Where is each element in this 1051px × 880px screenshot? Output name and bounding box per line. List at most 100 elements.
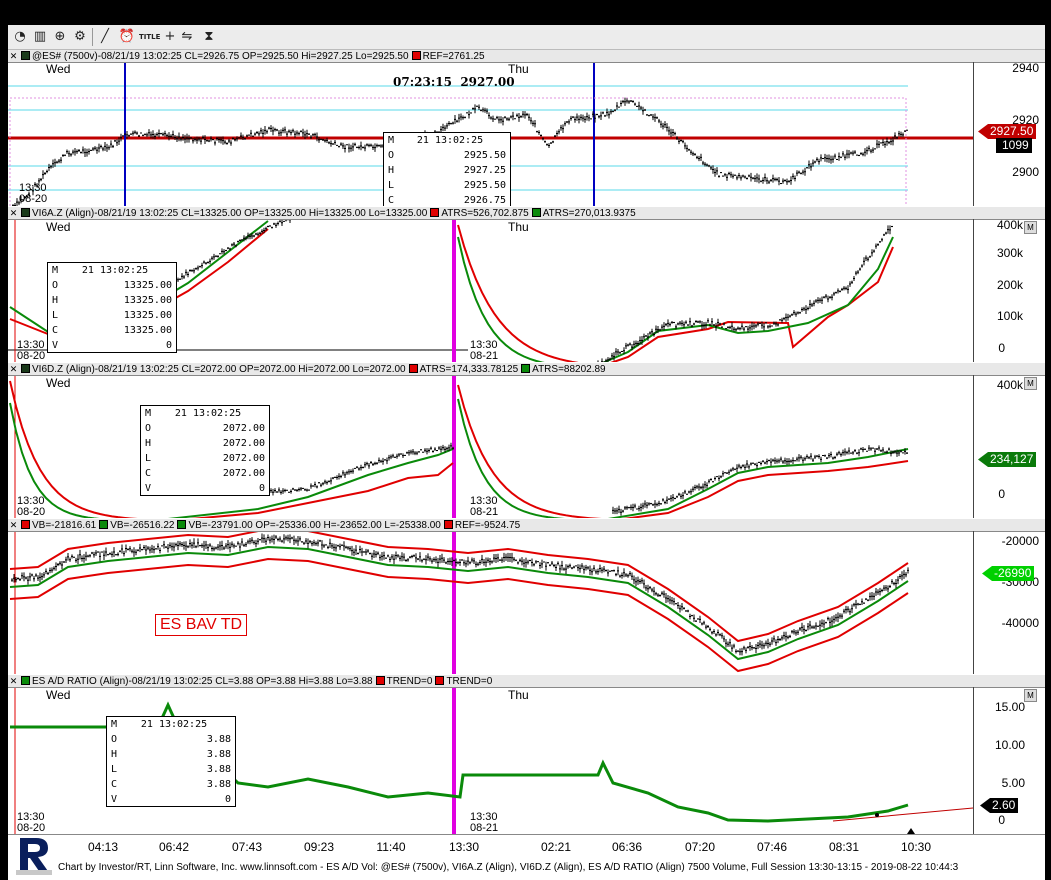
ohlc-time: 21 13:02:25	[174, 408, 242, 419]
session-date: 08-20	[17, 350, 46, 362]
last-value-tag: 2.60	[980, 798, 1019, 813]
pane-ad-ratio[interactable]: ✕ ES A/D RATIO (Align)-08/21/19 13:02:25 …	[8, 675, 1045, 834]
session-time: 13:30	[17, 811, 45, 823]
session-date: 08-21	[470, 506, 499, 518]
menu-button[interactable]: M	[1024, 377, 1037, 390]
ohlc-key: O	[145, 423, 152, 434]
ohlc-key: H	[52, 295, 59, 306]
pane-header: ✕ VI6A.Z (Align)-08/21/19 13:02:25 CL=133…	[8, 207, 1045, 220]
pane-es-bav[interactable]: ✕ VB=-21816.61 VB=-26516.22 VB=-23791.00 OP…	[8, 519, 1045, 674]
time-axis[interactable]: 04:13 06:42 07:43 09:23 11:40 13:30 02:2…	[8, 834, 1045, 859]
series-title: @ES# (7500v)-08/21/19 13:02:25 CL=2926.7…	[32, 51, 409, 62]
session-date: 08-20	[17, 506, 46, 518]
toolbar-divider	[92, 28, 93, 46]
ohlc-time: 21 13:02:25	[81, 265, 149, 276]
y-tick: 2940	[1012, 61, 1039, 75]
y-tick: 300k	[996, 246, 1023, 260]
session-time: 13:30	[470, 811, 498, 823]
ohlc-value: 13325.00	[123, 310, 172, 321]
ref-value: REF=-9524.75	[454, 520, 521, 531]
template-icon[interactable]: ⇋	[181, 29, 193, 44]
y-axis	[973, 531, 974, 674]
candlestick-icon[interactable]: ▥	[33, 29, 47, 44]
session-time: 13:30	[17, 339, 45, 351]
ohlc-key: C	[52, 325, 59, 336]
close-pane-icon[interactable]: ✕	[9, 676, 18, 686]
crosshair-icon[interactable]: +	[164, 29, 176, 44]
trend-line	[832, 807, 974, 822]
menu-button[interactable]: M	[1024, 689, 1037, 702]
vb-green-swatch	[99, 520, 109, 529]
linn-software-logo	[16, 838, 52, 875]
y-tick: 400k	[996, 218, 1023, 232]
session-start-date: 08-20	[19, 193, 48, 205]
atrs-red-decay	[9, 380, 138, 518]
pane-es-price[interactable]: ✕ @ES# (7500v)-08/21/19 13:02:25 CL=2926.…	[8, 50, 1045, 206]
trend-point	[875, 813, 879, 817]
atrs-value: ATRS=526,702.875	[441, 208, 529, 219]
atrs-green-line	[602, 236, 894, 362]
series-title: VI6A.Z (Align)-08/21/19 13:02:25 CL=1332…	[32, 208, 428, 219]
ohlc-value: 2072.00	[222, 438, 265, 449]
title-icon[interactable]: TITLE	[139, 33, 161, 41]
y-tick: 2920	[1012, 113, 1039, 127]
ohlc-m: M	[145, 408, 152, 419]
session-date: 08-21	[470, 822, 499, 834]
ohlc-key: L	[52, 310, 59, 321]
atrs-green-swatch	[521, 364, 531, 373]
atrs-red-decay	[457, 224, 579, 362]
ohlc-key: L	[145, 453, 152, 464]
ohlc-popup: M 21 13:02:25 O 13325.00 H 13325.00 L 13325.…	[47, 262, 177, 353]
series-swatch	[21, 51, 30, 60]
x-tick: 11:40	[376, 840, 406, 854]
series-title: VI6D.Z (Align)-08/21/19 13:02:25 CL=2072…	[32, 364, 406, 375]
y-tick: -20000	[1001, 534, 1039, 548]
ohlc-key: V	[111, 794, 118, 805]
ohlc-value: 13325.00	[123, 295, 172, 306]
series-swatch	[21, 676, 30, 685]
ohlc-key: V	[145, 483, 152, 494]
atrs-value: ATRS=270,013.9375	[542, 208, 636, 219]
vb-green-swatch	[177, 520, 187, 529]
ohlc-popup: M 21 13:02:25 O 2925.50 H 2927.25 L 2925.50 …	[383, 132, 511, 206]
atrs-green-line	[167, 448, 454, 518]
ohlc-time: 21 13:02:25	[140, 719, 208, 730]
pane-vi6a[interactable]: ✕ VI6A.Z (Align)-08/21/19 13:02:25 CL=133…	[8, 207, 1045, 362]
hourglass-icon[interactable]: ⧗	[204, 29, 214, 44]
atrs-red-line	[610, 246, 894, 362]
close-pane-icon[interactable]: ✕	[9, 208, 18, 218]
y-tick: 100k	[996, 309, 1023, 323]
pane-vi6d[interactable]: ✕ VI6D.Z (Align)-08/21/19 13:02:25 CL=207…	[8, 363, 1045, 518]
ohlc-value: 2072.00	[222, 423, 265, 434]
pie-chart-icon[interactable]: ◔	[14, 29, 26, 44]
alarm-clock-icon[interactable]: ⏰	[118, 29, 136, 44]
price-bars	[597, 225, 893, 362]
footer: Chart by Investor/RT, Linn Software, Inc…	[8, 838, 1045, 880]
ohlc-key: H	[111, 749, 118, 760]
price-bars	[612, 445, 908, 516]
ohlc-value: 0	[165, 340, 172, 351]
close-pane-icon[interactable]: ✕	[9, 51, 18, 61]
upper-band-line	[9, 527, 909, 643]
y-tick: 200k	[996, 278, 1023, 292]
range-box	[9, 97, 907, 206]
y-tick: 0	[998, 487, 1005, 501]
y-tick: -40000	[1001, 616, 1039, 630]
gear-icon[interactable]: ⚙	[74, 29, 86, 44]
draw-line-icon[interactable]: ╱	[101, 29, 109, 44]
last-value-tag: -26990	[982, 566, 1035, 581]
zoom-icon[interactable]: ⊕	[54, 29, 66, 44]
es-bav-plot	[9, 527, 909, 674]
pane-header: ✕ ES A/D RATIO (Align)-08/21/19 13:02:25 …	[8, 675, 1045, 688]
x-tick: 10:30	[900, 840, 932, 854]
atrs-green-decay	[457, 398, 566, 518]
y-tick: 10.00	[994, 738, 1025, 752]
atrs-red-swatch	[430, 208, 440, 217]
ohlc-value: 2925.50	[463, 180, 506, 191]
menu-button[interactable]: M	[1024, 221, 1037, 234]
x-tick: 06:42	[158, 840, 190, 854]
close-pane-icon[interactable]: ✕	[9, 364, 18, 374]
day-label-thu: Thu	[508, 688, 529, 702]
close-pane-icon[interactable]: ✕	[9, 520, 18, 530]
ohlc-value: 2072.00	[222, 468, 265, 479]
